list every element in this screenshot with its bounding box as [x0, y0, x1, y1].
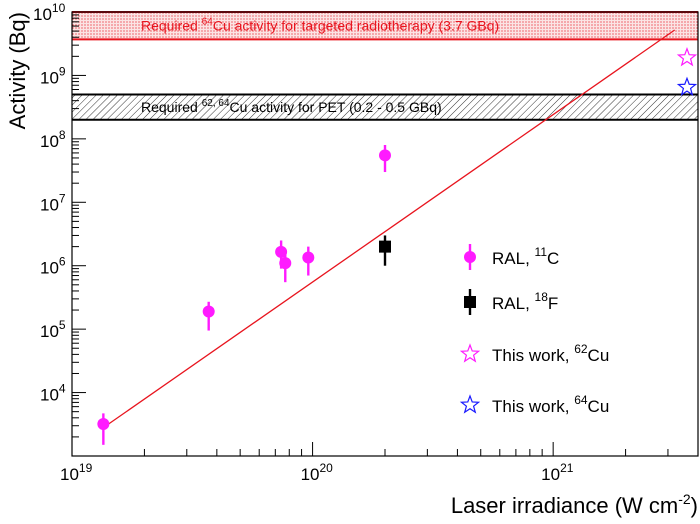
legend-entry-3: This work, 64Cu — [492, 393, 609, 416]
x-axis-title-sup: -2 — [678, 491, 691, 507]
band-label-text: Cu activity for targeted radiotherapy (3… — [213, 18, 499, 34]
x-axis-title: Laser irradiance (W cm-2) — [451, 491, 698, 518]
ticks-layer — [71, 11, 699, 457]
data-point-circle — [202, 305, 215, 318]
bands-layer: Required 64Cu activity for targeted radi… — [72, 11, 698, 121]
legend-marker-square — [464, 296, 476, 308]
legend-marker-star — [459, 343, 481, 363]
data-point-circle — [97, 417, 110, 430]
tick-base: 10 — [541, 465, 560, 484]
x-tick-label: 1021 — [541, 461, 574, 484]
tick-exp: 4 — [59, 382, 66, 396]
tick-base: 10 — [40, 386, 59, 405]
legend-text: Cu — [588, 346, 610, 365]
tick-base: 10 — [40, 322, 59, 341]
tick-exp: 7 — [59, 191, 66, 205]
x-tick-label: 1020 — [301, 461, 334, 484]
tick-exp: 6 — [59, 255, 66, 269]
x-axis-title-end: ) — [691, 493, 698, 518]
band-label-sup: 62, 64 — [202, 98, 230, 109]
band-label-text: Required — [141, 18, 202, 34]
band-label-text: Cu activity for PET (0.2 - 0.5 GBq) — [230, 99, 442, 115]
y-tick-label: 104 — [40, 382, 66, 405]
legend-text: This work, — [492, 397, 574, 416]
legend-sup: 18 — [535, 290, 549, 304]
data-point-star — [676, 76, 698, 96]
band-label-0: Required 64Cu activity for targeted radi… — [141, 17, 499, 34]
data-point-square — [379, 240, 391, 253]
data-point-star — [676, 47, 698, 67]
data-point-circle — [379, 149, 391, 162]
legend-marker-circle — [464, 251, 476, 263]
y-tick-label: 1010 — [33, 1, 66, 24]
legend-marker-star — [459, 394, 481, 414]
tick-base: 10 — [60, 465, 79, 484]
legend-sup: 62 — [574, 342, 588, 356]
legend-sup: 64 — [574, 393, 588, 407]
band-label-1: Required 62, 64Cu activity for PET (0.2 … — [141, 98, 442, 115]
y-tick-label: 106 — [40, 255, 66, 278]
y-tick-label: 108 — [40, 128, 66, 151]
tick-exp: 5 — [59, 318, 66, 332]
tick-base: 10 — [40, 132, 59, 151]
data-point-circle — [279, 257, 292, 270]
tick-exp: 19 — [79, 461, 93, 475]
legend-text: C — [547, 249, 559, 268]
x-axis-title-main: Laser irradiance (W cm — [451, 493, 678, 518]
legend-text: F — [548, 294, 558, 313]
data-point-circle — [302, 251, 315, 264]
tick-exp: 21 — [560, 461, 574, 475]
tick-base: 10 — [40, 259, 59, 278]
y-tick-label: 109 — [40, 64, 66, 87]
tick-base: 10 — [40, 195, 59, 214]
y-axis-title: Activity (Bq) — [5, 12, 30, 129]
fit-layer — [102, 29, 676, 429]
y-tick-label: 105 — [40, 318, 66, 341]
tick-base: 10 — [33, 5, 52, 24]
band-label-sup: 64 — [202, 17, 214, 28]
band-label-text: Required — [141, 99, 202, 115]
legend-text: RAL, — [492, 249, 535, 268]
legend-entry-0: RAL, 11C — [492, 245, 559, 268]
requirement-band-1 — [72, 94, 698, 120]
legend-text: Cu — [588, 397, 610, 416]
legend-entry-2: This work, 62Cu — [492, 342, 609, 365]
tick-base: 10 — [40, 68, 59, 87]
legend-text: RAL, — [492, 294, 535, 313]
legend-text: This work, — [492, 346, 574, 365]
y-tick-label: 107 — [40, 191, 66, 214]
legend-sup: 11 — [535, 245, 548, 259]
fit-line — [102, 29, 676, 429]
tick-exp: 8 — [59, 128, 66, 142]
tick-exp: 20 — [320, 461, 334, 475]
points-layer — [97, 47, 698, 445]
tick-base: 10 — [301, 465, 320, 484]
tick-exp: 10 — [52, 1, 66, 15]
labels-layer: 1019 1020 10211041051061071081091010Laser … — [5, 1, 698, 518]
x-tick-label: 1019 — [60, 461, 93, 484]
legend-entry-1: RAL, 18F — [492, 290, 558, 313]
requirement-band-0 — [72, 12, 698, 40]
tick-exp: 9 — [59, 64, 66, 78]
